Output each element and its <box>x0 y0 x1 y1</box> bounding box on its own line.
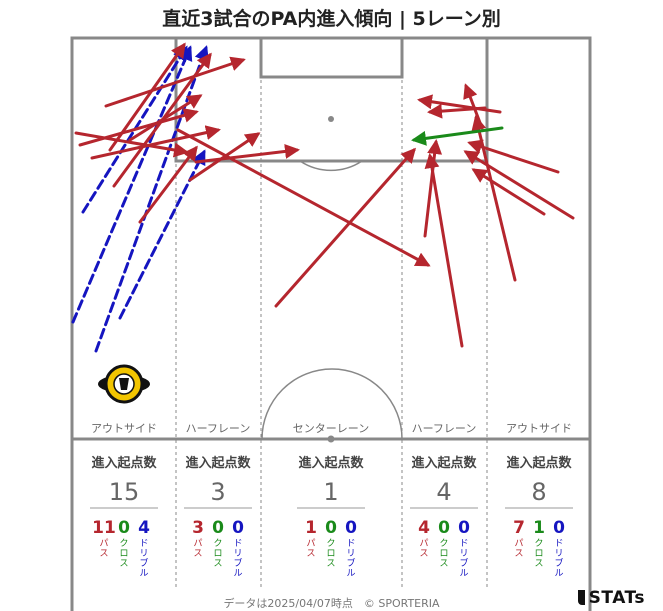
footer-note: データは2025/04/07時点 © SPORTERIA <box>223 597 440 610</box>
stat-cross-count: 0 <box>118 518 130 538</box>
pass-arrow <box>463 150 575 220</box>
pass-arrow <box>188 132 261 182</box>
penalty-area <box>174 36 489 163</box>
stat-pass-count: 11 <box>92 518 116 538</box>
type-label-cross: クロス <box>439 538 448 569</box>
type-label-pass: パス <box>99 538 108 559</box>
type-label-dribble: ドリブル <box>554 539 563 579</box>
dribble-arrow <box>71 45 193 324</box>
brand-mark-icon <box>577 590 585 605</box>
pass-arrow <box>90 125 221 160</box>
lane-name: アウトサイド <box>506 422 572 435</box>
stat-header: 進入起点数 <box>411 455 477 471</box>
penalty-arc <box>299 160 363 172</box>
stat-dribble-count: 0 <box>345 518 357 538</box>
lane-names: アウトサイド ハーフレーン センターレーン ハーフレーン アウトサイド <box>91 422 572 435</box>
pass-arrow <box>74 131 189 158</box>
lane-stats: 進入起点数 15 11 0 4 進入起点数 3 3 0 0 進入起点数 1 1 … <box>90 455 573 538</box>
pass-arrow <box>427 103 487 119</box>
type-label-pass: パス <box>419 538 428 559</box>
pass-arrow <box>423 139 443 238</box>
pass-arrow <box>128 94 203 142</box>
stat-pass-count: 4 <box>418 518 430 538</box>
type-label-pass: パス <box>193 538 202 559</box>
arrows-layer <box>71 42 575 353</box>
stat-header: 進入起点数 <box>91 455 157 471</box>
stat-pass-count: 1 <box>305 518 317 538</box>
center-spot <box>327 435 335 443</box>
brand-logo: STATs <box>577 588 645 608</box>
pass-arrow <box>463 83 484 130</box>
pass-arrow <box>104 56 246 108</box>
lane-name: センターレーン <box>293 422 369 435</box>
lane-stat-center: 進入起点数 1 1 0 0 <box>297 455 365 538</box>
stat-header: 進入起点数 <box>185 455 251 471</box>
stat-pass-count: 3 <box>192 518 204 538</box>
pass-arrow <box>138 145 198 224</box>
lane-stat-outside-left: 進入起点数 15 11 0 4 <box>90 455 158 538</box>
stat-header: 進入起点数 <box>298 455 364 471</box>
type-labels: パスクロスドリブルパスクロスドリブルパスクロスドリブルパスクロスドリブルパスクロ… <box>99 538 563 579</box>
stat-total: 8 <box>531 478 546 506</box>
lane-stat-half-right: 進入起点数 4 4 0 0 <box>410 455 478 538</box>
stat-cross-count: 0 <box>438 518 450 538</box>
stat-total: 1 <box>323 478 338 506</box>
lane-name: ハーフレーン <box>412 422 477 435</box>
stat-dribble-count: 0 <box>232 518 244 538</box>
goal-area <box>259 36 404 79</box>
dribble-arrow <box>118 149 206 320</box>
page-title: 直近3試合のPA内進入傾向 | 5レーン別 <box>162 8 501 30</box>
center-circle <box>261 368 403 440</box>
type-label-cross: クロス <box>534 538 543 569</box>
stat-total: 15 <box>109 478 140 506</box>
lane-stat-half-left: 進入起点数 3 3 0 0 <box>184 455 252 538</box>
type-label-dribble: ドリブル <box>346 539 355 579</box>
stat-dribble-count: 4 <box>138 518 150 538</box>
pass-arrow <box>424 153 464 348</box>
type-label-dribble: ドリブル <box>459 539 468 579</box>
stat-cross-count: 0 <box>212 518 224 538</box>
type-label-cross: クロス <box>326 538 335 569</box>
stat-pass-count: 7 <box>513 518 525 538</box>
stat-dribble-count: 0 <box>458 518 470 538</box>
type-label-dribble: ドリブル <box>233 539 242 579</box>
pass-arrow <box>78 108 199 147</box>
pass-arrow <box>274 147 416 308</box>
type-label-pass: パス <box>514 538 523 559</box>
brand-name: STATs <box>588 588 645 608</box>
pass-arrow <box>176 128 431 267</box>
stat-dribble-count: 0 <box>553 518 565 538</box>
type-label-dribble: ドリブル <box>139 539 148 579</box>
pass-arrow <box>471 115 517 282</box>
cross-arrow <box>411 126 504 146</box>
stat-total: 4 <box>436 478 451 506</box>
pass-arrow <box>471 168 546 216</box>
lane-name: アウトサイド <box>91 422 157 435</box>
type-label-cross: クロス <box>213 538 222 569</box>
pass-arrow <box>417 94 502 114</box>
stat-header: 進入起点数 <box>506 455 572 471</box>
stat-total: 3 <box>210 478 225 506</box>
stat-cross-count: 1 <box>533 518 545 538</box>
pass-arrow <box>194 143 300 164</box>
club-crest-icon <box>98 364 150 404</box>
lane-stat-outside-right: 進入起点数 8 7 1 0 <box>505 455 573 538</box>
penalty-spot <box>328 116 334 122</box>
lane-name: ハーフレーン <box>186 422 251 435</box>
type-label-pass: パス <box>306 538 315 559</box>
type-label-cross: クロス <box>119 538 128 569</box>
pass-arrow <box>467 139 560 174</box>
stat-cross-count: 0 <box>325 518 337 538</box>
